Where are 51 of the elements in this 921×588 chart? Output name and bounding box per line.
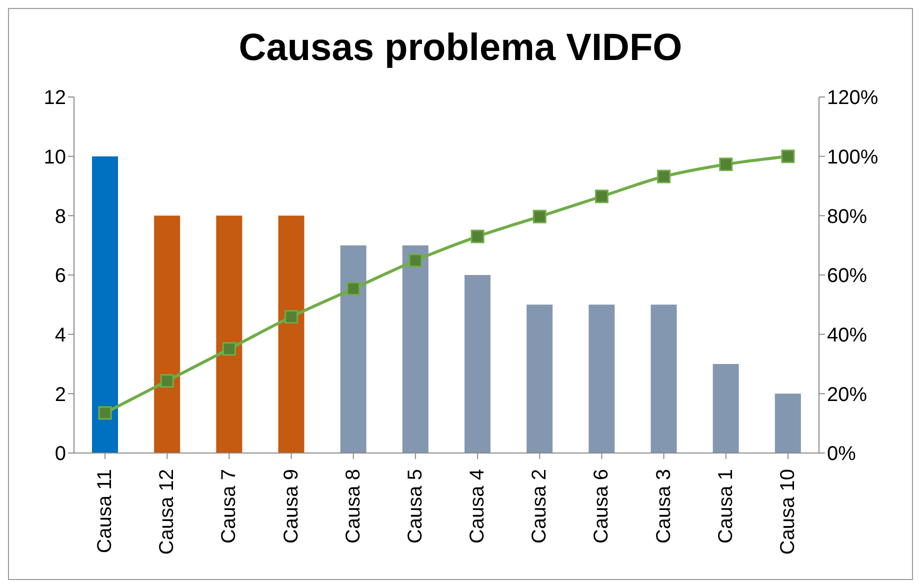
y2-tick-label: 40% <box>827 324 868 346</box>
point <box>470 230 484 244</box>
y-tick-label: 10 <box>44 146 66 168</box>
chart-title: Causas problema VIDFO <box>238 26 684 71</box>
point <box>719 158 733 172</box>
y2-tick-label: 60% <box>827 265 868 288</box>
bar <box>464 275 490 453</box>
x-tick-label: Causa 5 <box>404 469 426 544</box>
x-tick-label: Causa 7 <box>218 469 240 544</box>
bar <box>216 216 242 453</box>
bar <box>340 245 366 453</box>
y-tick-label: 2 <box>54 384 66 406</box>
point <box>408 254 422 268</box>
point <box>160 374 174 388</box>
y-tick-label: 6 <box>54 265 66 288</box>
point <box>781 150 795 164</box>
y2-tick-label: 20% <box>827 384 868 406</box>
bar <box>712 364 739 453</box>
y2-tick-label: 0% <box>827 443 856 466</box>
x-tick-label: Causa 11 <box>94 469 116 554</box>
y-tick-label: 4 <box>54 324 66 346</box>
bar <box>92 156 118 453</box>
x-tick-label: Causa 10 <box>776 469 799 555</box>
x-tick-label: Causa 8 <box>342 469 364 544</box>
bar <box>774 394 801 453</box>
x-tick-label: Causa 6 <box>590 469 613 544</box>
x-tick-label: Causa 4 <box>466 469 489 544</box>
y-tick-label: 0 <box>54 443 66 466</box>
x-tick-label: Causa 12 <box>156 469 178 555</box>
bar <box>278 216 304 453</box>
point <box>222 342 236 356</box>
y2-tick-label: 80% <box>827 206 868 228</box>
point <box>594 190 608 204</box>
point <box>532 210 546 224</box>
point <box>346 282 360 296</box>
bar <box>526 304 553 453</box>
x-tick-label: Causa 3 <box>652 469 675 544</box>
y-tick-label: 12 <box>44 87 66 110</box>
bar <box>154 216 180 453</box>
bar <box>650 304 677 453</box>
point <box>657 170 671 184</box>
bar <box>402 245 428 453</box>
point <box>98 406 112 420</box>
y2-tick-label: 100% <box>827 146 878 168</box>
y2-tick-label: 120% <box>827 87 878 110</box>
bar <box>588 304 615 453</box>
y-tick-label: 8 <box>54 206 66 228</box>
x-tick-label: Causa 2 <box>528 469 551 544</box>
x-tick-label: Causa 9 <box>280 469 302 544</box>
x-tick-label: Causa 1 <box>714 469 737 544</box>
point <box>284 310 298 324</box>
